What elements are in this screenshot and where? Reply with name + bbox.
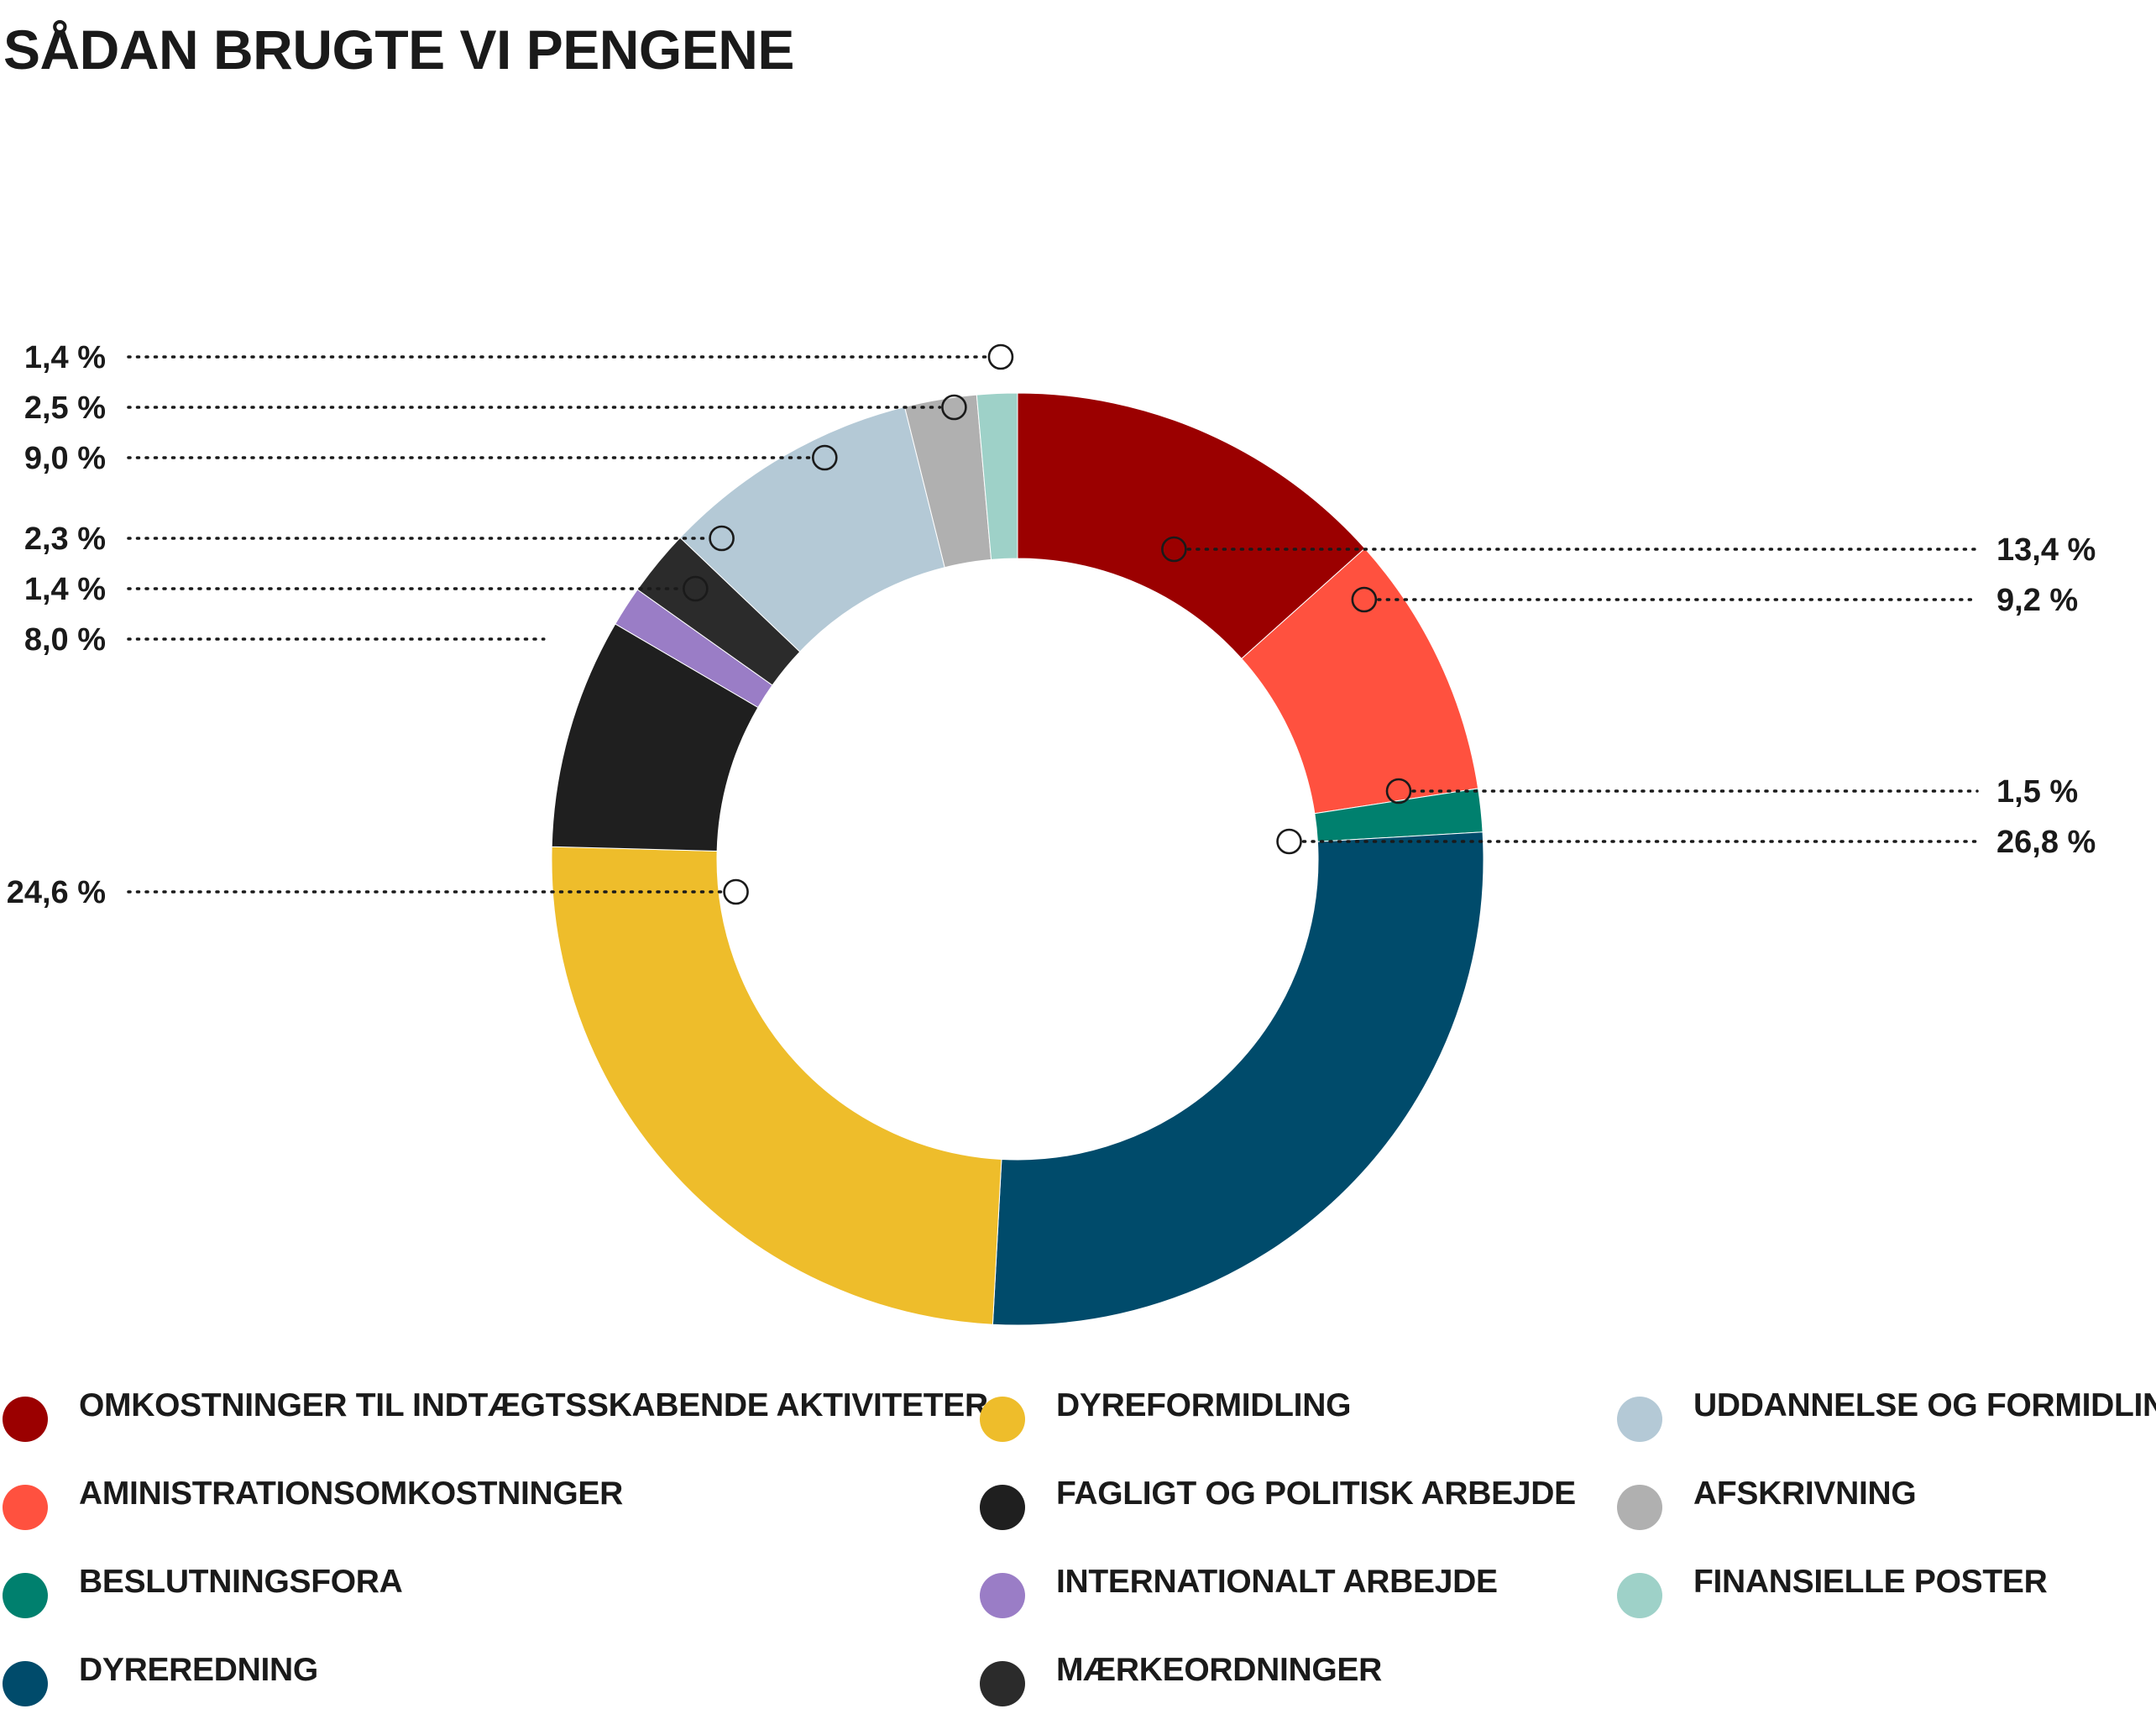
chart-title: SÅDAN BRUGTE VI PENGENE [3, 18, 794, 81]
donut-slices [551, 392, 1484, 1326]
legend-swatch [3, 1573, 48, 1618]
slice-marker [1351, 586, 1378, 613]
data-label: 1,4 % [24, 572, 106, 607]
slice-marker [812, 444, 838, 471]
data-label: 9,2 % [1996, 583, 2078, 618]
legend-swatch [1617, 1573, 1662, 1618]
data-label: 9,0 % [24, 441, 106, 476]
legend-swatch [980, 1397, 1025, 1442]
legend: OMKOSTNINGER TIL INDTÆGTSSKABENDE AKTIVI… [3, 1387, 2156, 1706]
slice-marker [987, 343, 1014, 370]
slice-marker [1385, 778, 1412, 805]
legend-swatch [3, 1661, 48, 1706]
data-label: 1,4 % [24, 340, 106, 375]
legend-label: AFSKRIVNING [1693, 1476, 1916, 1512]
legend-swatch [980, 1485, 1025, 1530]
legend-label: BESLUTNINGSFORA [79, 1564, 403, 1600]
data-label: 2,5 % [24, 390, 106, 426]
slice-marker [683, 575, 709, 602]
data-label: 26,8 % [1996, 825, 2096, 860]
data-label: 2,3 % [24, 522, 106, 557]
slice-finansielle-poster [976, 392, 1018, 560]
data-label: 24,6 % [7, 875, 106, 910]
legend-label: UDDANNELSE OG FORMIDLING [1693, 1387, 2156, 1423]
data-label: 8,0 % [24, 622, 106, 658]
data-label: 13,4 % [1996, 532, 2096, 568]
legend-swatch [980, 1661, 1025, 1706]
legend-label: DYREFORMIDLING [1056, 1387, 1351, 1423]
slice-marker [723, 878, 749, 905]
legend-label: MÆRKEORDNINGER [1056, 1652, 1382, 1688]
legend-label: DYREREDNING [79, 1652, 318, 1688]
legend-swatch [980, 1573, 1025, 1618]
slice-marker [941, 394, 967, 421]
legend-label: FINANSIELLE POSTER [1693, 1564, 2048, 1600]
legend-swatch [1617, 1485, 1662, 1530]
legend-swatch [3, 1397, 48, 1442]
slice-marker [1161, 536, 1187, 563]
legend-label: FAGLIGT OG POLITISK ARBEJDE [1056, 1476, 1576, 1512]
legend-swatch [1617, 1397, 1662, 1442]
legend-label: INTERNATIONALT ARBEJDE [1056, 1564, 1498, 1600]
slice-dyreformidling [551, 846, 1002, 1325]
slice-dyreredning [992, 831, 1484, 1326]
data-label: 1,5 % [1996, 774, 2078, 810]
leader-lines: 13,4 % 9,2 % 1,5 % 26,8 % 24,6 % 8,0 % 1,4 % 2,… [7, 340, 2096, 910]
legend-label: AMINISTRATIONSOMKOSTNINGER [79, 1476, 623, 1512]
slice-marker [1276, 828, 1302, 855]
slice-marker [709, 525, 735, 552]
legend-label: OMKOSTNINGER TIL INDTÆGTSSKABENDE AKTIVI… [79, 1387, 988, 1423]
legend-swatch [3, 1485, 48, 1530]
